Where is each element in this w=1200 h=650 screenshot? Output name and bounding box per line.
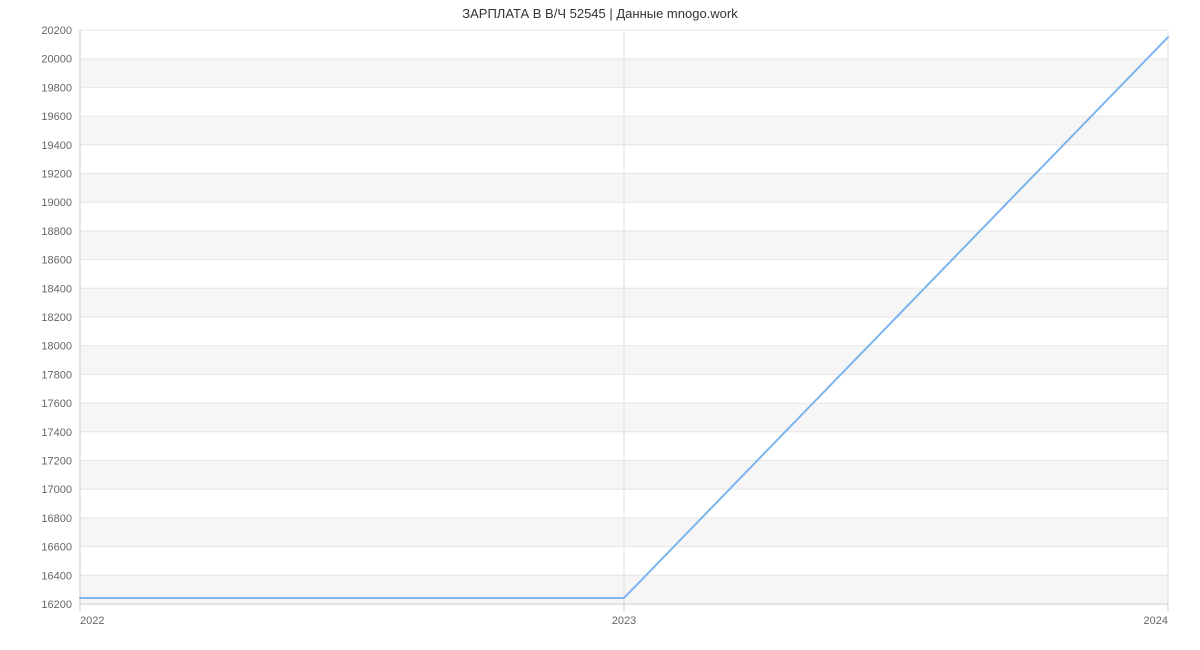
y-tick-label: 18000	[41, 341, 72, 353]
y-tick-label: 19800	[41, 82, 72, 94]
y-tick-label: 20000	[41, 54, 72, 66]
chart-canvas: 16200 16400 16600 16800 17000 17200 17400 17600…	[0, 0, 1200, 650]
y-tick-label: 16200	[41, 599, 72, 611]
salary-line-chart: ЗАРПЛАТА В В/Ч 52545 | Данные mnogo.work…	[0, 0, 1200, 650]
y-tick-label: 17400	[41, 427, 72, 439]
y-tick-label: 16400	[41, 570, 72, 582]
y-tick-label: 16600	[41, 542, 72, 554]
x-tick-label: 2023	[612, 615, 636, 627]
y-tick-label: 19600	[41, 111, 72, 123]
y-tick-label: 19400	[41, 140, 72, 152]
y-tick-label: 18400	[41, 283, 72, 295]
y-tick-label: 16800	[41, 513, 72, 525]
y-tick-label: 17600	[41, 398, 72, 410]
x-tick-label: 2024	[1144, 615, 1168, 627]
y-tick-label: 19000	[41, 197, 72, 209]
x-tick-label: 2022	[80, 615, 104, 627]
y-tick-label: 18600	[41, 255, 72, 267]
y-tick-label: 17000	[41, 484, 72, 496]
y-tick-label: 20200	[41, 25, 72, 37]
y-tick-label: 17800	[41, 369, 72, 381]
y-tick-label: 18200	[41, 312, 72, 324]
y-tick-label: 18800	[41, 226, 72, 238]
y-tick-label: 17200	[41, 456, 72, 468]
y-tick-label: 19200	[41, 169, 72, 181]
